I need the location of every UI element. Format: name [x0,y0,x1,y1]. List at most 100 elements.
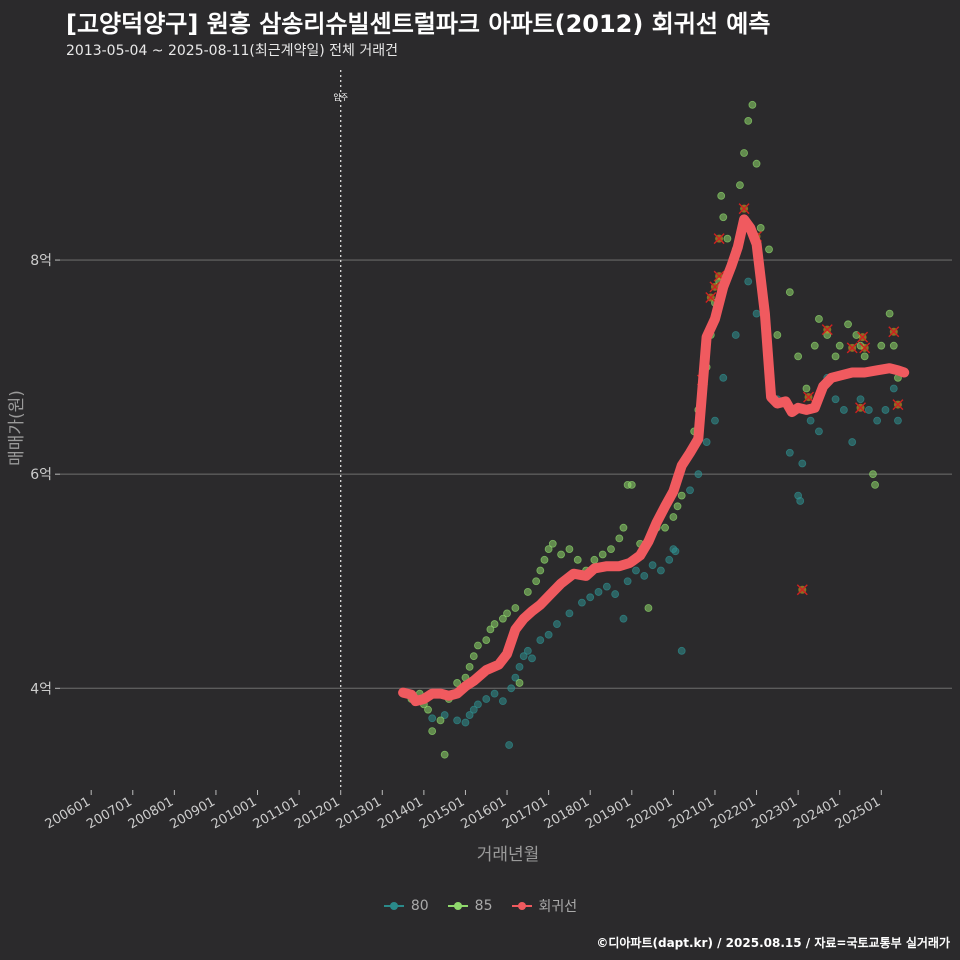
x-axis-ticks: 2006012007012008012009012010012011012012… [43,790,883,832]
data-point-85 [794,352,803,361]
move-in-reference: 입주 [333,70,348,790]
data-point-80 [719,373,728,382]
regression-line [398,214,910,707]
x-tick-label: 202501 [833,794,883,832]
data-point-85 [831,352,840,361]
data-point-85 [810,341,819,350]
legend-item-85: 85 [447,896,493,916]
data-point-85 [785,288,794,297]
data-point-80 [602,582,611,591]
x-tick-label: 201001 [209,794,259,832]
data-point-85 [536,566,545,575]
outlier-cross [846,342,858,354]
data-point-85 [871,480,879,489]
data-point-80 [507,684,516,693]
data-point-85 [607,545,615,554]
legend-label-80: 80 [410,898,429,914]
data-point-85 [615,534,624,543]
data-point-80 [694,470,703,479]
data-point-80 [702,438,711,446]
data-point-80 [640,571,649,580]
data-point-85 [765,245,773,254]
y-tick-label: 8억 [30,253,52,269]
data-point-80 [744,277,753,286]
data-point-80 [544,630,553,639]
data-point-80 [465,711,474,719]
data-point-85 [557,550,566,559]
data-point-85 [748,100,757,109]
data-point-80 [536,636,545,645]
data-point-85 [869,470,877,479]
data-point-85 [474,641,482,650]
data-point-85 [428,727,437,736]
data-point-80 [677,646,686,655]
data-point-85 [490,620,499,628]
data-point-85 [540,555,549,564]
data-point-80 [511,673,520,682]
outlier-cross [888,326,900,338]
data-point-85 [885,309,894,318]
x-tick-label: 201601 [459,794,509,832]
data-point-80 [611,590,620,598]
data-point-80 [752,309,761,318]
data-point-85 [486,625,495,634]
data-point-85 [544,545,553,554]
data-point-80 [785,448,794,457]
x-tick-label: 202201 [708,794,758,832]
data-point-85 [532,577,541,586]
outlier-cross [855,402,867,414]
data-point-80 [586,593,595,602]
data-point-85 [756,224,765,232]
data-point-85 [744,116,753,125]
gridlines [60,259,952,689]
data-point-80 [474,700,482,709]
outlier-cross [892,399,904,411]
data-point-85 [802,384,811,393]
legend-key-80 [383,898,405,914]
x-tick-label: 200901 [167,794,217,832]
data-point-80 [523,646,532,655]
data-point-80 [505,741,514,749]
data-point-80 [632,566,640,575]
data-point-85 [424,705,432,714]
data-point-80 [619,614,628,623]
data-point-85 [482,636,491,645]
x-tick-label: 201301 [334,794,384,832]
x-tick-label: 200601 [43,794,93,832]
legend-label-85: 85 [474,898,493,914]
chart-title: [고양덕양구] 원흥 삼송리슈빌센트럴파크 아파트(2012) 회귀선 예측 [66,10,771,38]
data-point-85 [598,550,607,559]
data-point-85 [889,341,898,350]
data-point-85 [661,523,669,532]
data-point-80 [796,497,805,505]
data-point-85 [440,750,449,759]
data-point-85 [548,539,557,548]
data-point-85 [877,341,886,350]
data-point-80 [671,547,680,556]
data-point-85 [436,716,445,725]
data-point-85 [752,159,761,168]
x-tick-label: 201701 [500,794,550,832]
y-tick-label: 6억 [30,467,52,483]
data-point-80 [490,689,499,698]
data-point-80 [881,406,890,414]
y-axis-label: 매매가(원) [7,390,27,466]
data-point-80 [623,577,632,586]
x-tick-label: 202401 [791,794,841,832]
data-point-80 [665,555,674,564]
data-point-80 [515,662,524,671]
outlier-cross [796,584,808,596]
outlier-cross [705,292,717,304]
data-point-80 [657,566,665,575]
data-point-85 [515,679,524,687]
data-point-80 [806,416,815,425]
data-point-85 [673,502,682,511]
outlier-cross [803,391,815,403]
data-point-85 [627,480,636,489]
data-point-80 [519,652,528,661]
outlier-cross [857,331,869,343]
x-tick-label: 202101 [666,794,716,832]
data-point-80 [856,395,865,404]
data-point-80 [482,695,491,703]
